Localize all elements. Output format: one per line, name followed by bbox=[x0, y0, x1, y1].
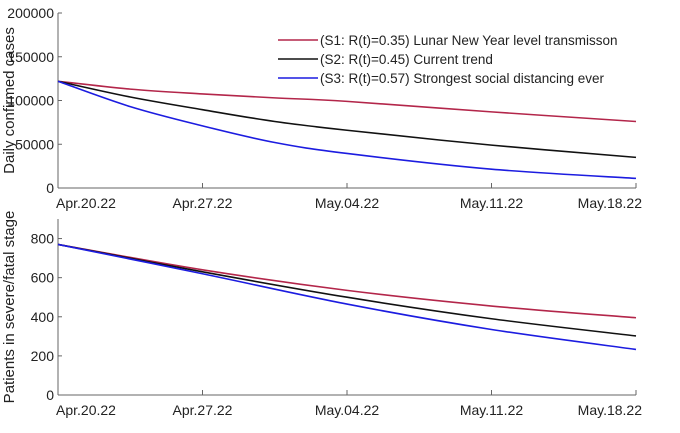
panel-1: 0 50000 100000 150000 200000 Apr.20.22 Apr.27.… bbox=[1, 5, 642, 211]
legend-label-s1: (S1: R(t)=0.35) Lunar New Year level tra… bbox=[320, 33, 618, 48]
y-tick-label: 200000 bbox=[7, 5, 54, 21]
x-tick-label: May.18.22 bbox=[578, 402, 643, 418]
x-tick-label: Apr.27.22 bbox=[173, 195, 233, 211]
y-tick-label: 200 bbox=[31, 348, 55, 364]
series-line-s1 bbox=[57, 80, 637, 123]
series-line-s3 bbox=[57, 243, 637, 351]
series-line-s2 bbox=[57, 80, 637, 159]
x-tick-label: Apr.27.22 bbox=[173, 402, 233, 418]
x-tick-label: May.04.22 bbox=[315, 402, 380, 418]
y-tick-label: 600 bbox=[31, 270, 55, 286]
x-tick-label: May.18.22 bbox=[578, 195, 643, 211]
y-tick-label: 800 bbox=[31, 231, 55, 247]
y-axis-label: Patients in severe/fatal stage bbox=[1, 211, 18, 404]
y-axis-label: Daily confirmed cases bbox=[1, 27, 18, 174]
panel-2: 0 200 400 600 800 Apr.20.22 Apr.27.22 May.04.22… bbox=[1, 211, 642, 418]
y-tick-label: 50000 bbox=[15, 136, 54, 152]
x-tick-label: Apr.20.22 bbox=[56, 195, 116, 211]
legend-label-s2: (S2: R(t)=0.45) Current trend bbox=[320, 52, 493, 67]
x-tick-label: May.11.22 bbox=[460, 402, 524, 418]
series-line-s3 bbox=[57, 80, 637, 180]
series-line-s2 bbox=[57, 243, 637, 337]
y-tick-label: 150000 bbox=[7, 49, 54, 65]
y-tick-label: 400 bbox=[31, 309, 55, 325]
x-tick-label: May.11.22 bbox=[460, 195, 524, 211]
x-tick-label: Apr.20.22 bbox=[56, 402, 116, 418]
y-tick-label: 100000 bbox=[7, 93, 54, 109]
legend: (S1: R(t)=0.35) Lunar New Year level tra… bbox=[278, 33, 618, 86]
y-tick-label: 0 bbox=[46, 180, 54, 196]
x-tick-label: May.04.22 bbox=[315, 195, 380, 211]
series-line-s1 bbox=[57, 243, 637, 319]
y-tick-label: 0 bbox=[46, 387, 54, 403]
legend-label-s3: (S3: R(t)=0.57) Strongest social distanc… bbox=[320, 71, 605, 86]
